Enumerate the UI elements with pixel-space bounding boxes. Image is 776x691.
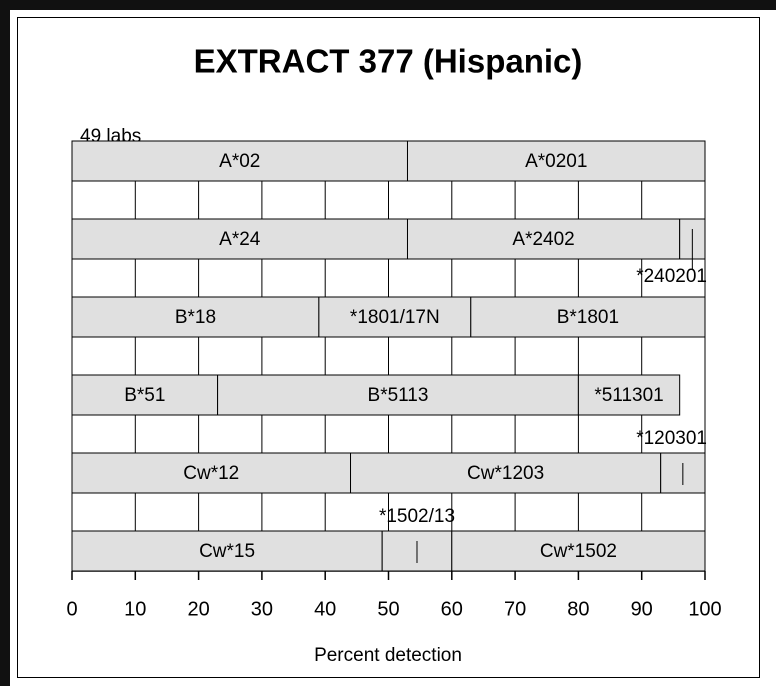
- bar-segment: [470, 296, 706, 338]
- bar-segment: [350, 452, 662, 494]
- x-tick-label: 50: [377, 598, 399, 620]
- bar-segment: [406, 140, 706, 182]
- x-tick-label: 90: [631, 598, 653, 620]
- x-tick-label: 100: [688, 598, 721, 620]
- segment-label: Cw*1502: [540, 541, 617, 562]
- bar-segment: [71, 452, 352, 494]
- segment-label: A*0201: [525, 151, 587, 172]
- chart-title: EXTRACT 377 (Hispanic): [194, 43, 583, 80]
- x-tick-label: 0: [66, 598, 77, 620]
- segment-label: *120301: [636, 428, 707, 449]
- x-axis-label: Percent detection: [314, 645, 462, 666]
- segment-label: A*24: [219, 229, 261, 250]
- segment-label: *1502/13: [379, 506, 455, 527]
- bar-segment: [577, 374, 681, 416]
- segment-label: *511301: [594, 385, 663, 406]
- x-tick-label: 30: [251, 598, 273, 620]
- x-tick-label: 70: [504, 598, 526, 620]
- segment-label: *1801/17N: [350, 307, 440, 328]
- frame-top: [0, 0, 776, 10]
- bar-segment: [406, 218, 681, 260]
- bar-segment: [71, 530, 383, 572]
- bar-segment: [451, 530, 706, 572]
- segment-label: A*2402: [512, 229, 574, 250]
- segment-label: B*1801: [557, 307, 619, 328]
- bar-segment: [318, 296, 472, 338]
- segment-label: B*5113: [368, 385, 429, 406]
- x-tick-label: 10: [124, 598, 146, 620]
- bar-segment: [71, 296, 320, 338]
- segment-label: A*02: [219, 151, 260, 172]
- bar-segment: [71, 140, 408, 182]
- x-tick-label: 80: [567, 598, 589, 620]
- x-tick-label: 40: [314, 598, 336, 620]
- segment-label: Cw*15: [199, 541, 255, 562]
- x-tick-label: 20: [187, 598, 209, 620]
- segment-label: *240201: [636, 266, 707, 287]
- x-tick-label: 60: [441, 598, 463, 620]
- segment-label: B*18: [175, 307, 216, 328]
- segment-label: Cw*1203: [467, 463, 544, 484]
- segment-label: B*51: [124, 385, 165, 406]
- segment-label: Cw*12: [183, 463, 239, 484]
- frame-left: [0, 0, 10, 686]
- bar-segment: [71, 218, 408, 260]
